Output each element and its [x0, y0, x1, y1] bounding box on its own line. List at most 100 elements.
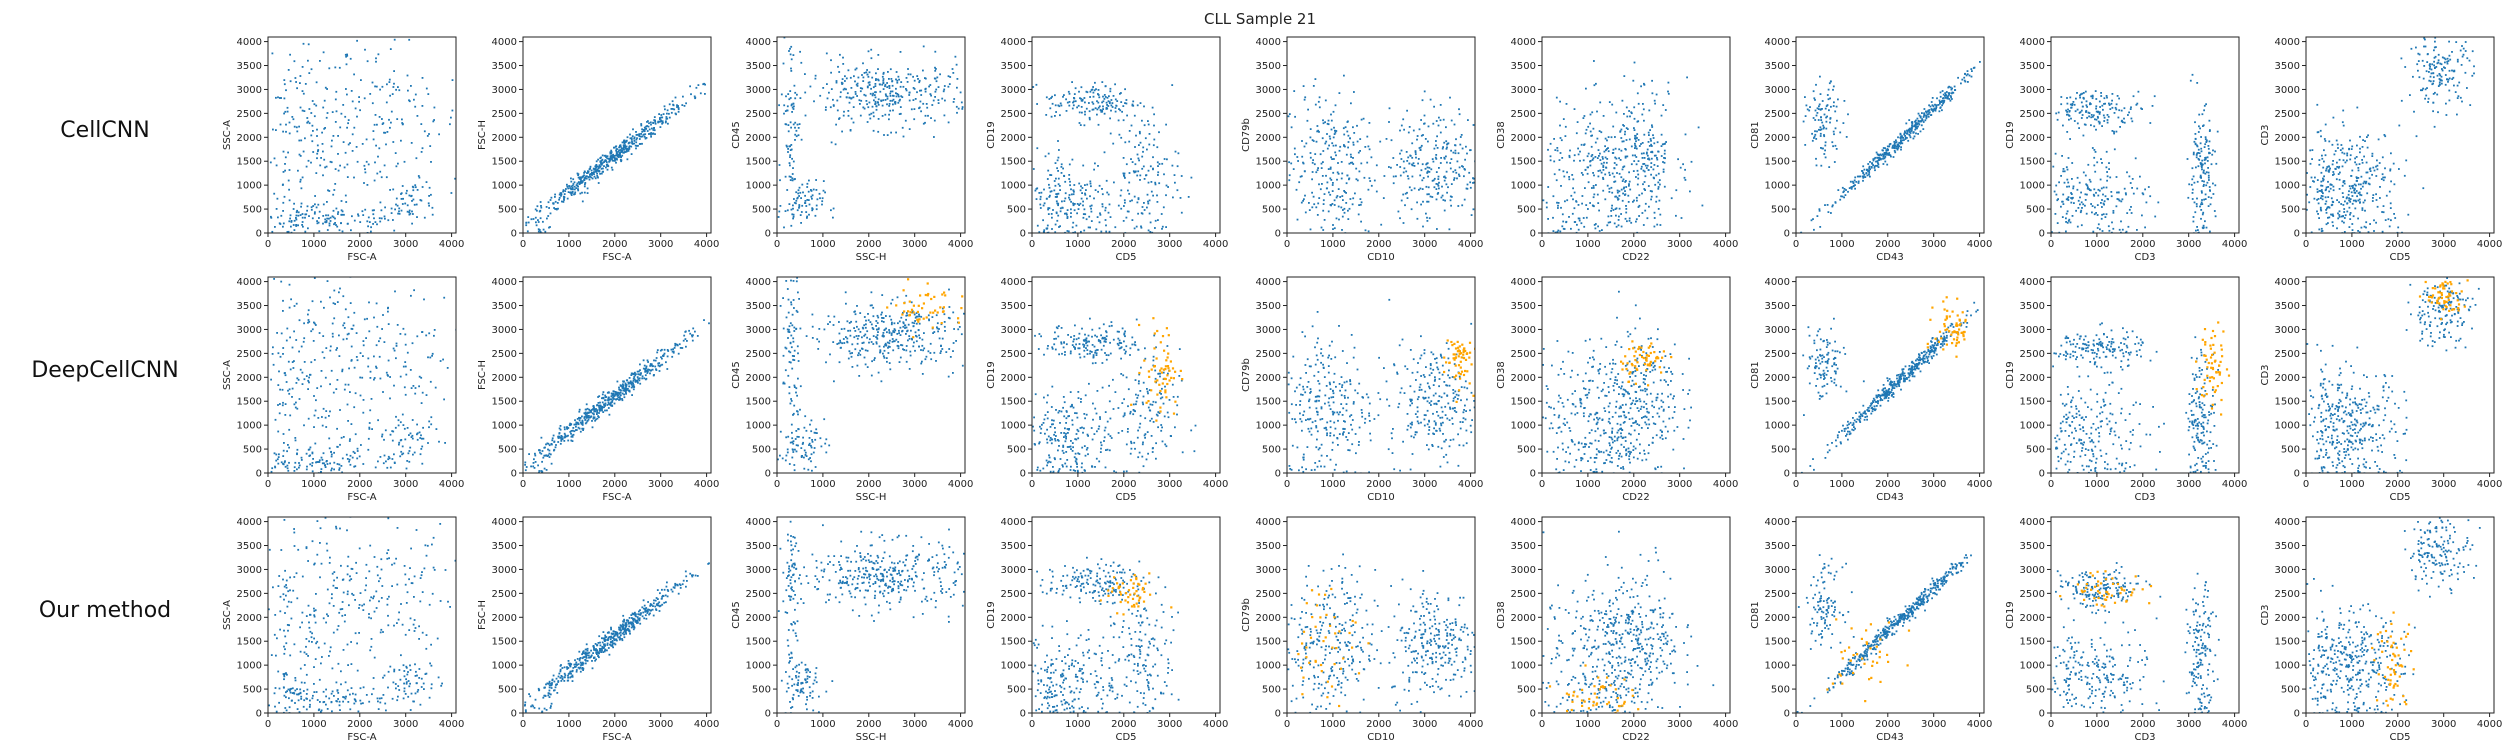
cell-point: [2205, 226, 2208, 229]
cell-point: [1465, 187, 1468, 190]
cell-point: [596, 172, 598, 175]
cell-point: [2117, 198, 2120, 201]
cell-point: [415, 203, 418, 206]
cell-point: [596, 165, 599, 168]
cell-point: [1402, 193, 1405, 196]
cell-point: [788, 175, 791, 178]
cell-point: [1891, 147, 1894, 149]
cell-point: [1329, 166, 1332, 169]
cell-point: [1636, 92, 1639, 95]
cell-point: [1606, 224, 1609, 227]
cell-point: [1449, 199, 1452, 202]
cell-point: [1662, 168, 1665, 171]
cell-point: [2151, 105, 2154, 107]
cell-point: [1835, 105, 1838, 108]
cell-point: [1634, 147, 1636, 149]
cell-point: [571, 192, 574, 194]
cell-point: [1148, 143, 1151, 146]
cell-point: [798, 204, 801, 206]
cell-point: [398, 212, 401, 215]
cell-point: [1433, 105, 1435, 108]
cell-point: [810, 189, 812, 191]
cell-point: [414, 105, 417, 108]
x-axis-label: SSC-H: [856, 252, 887, 263]
cell-point: [924, 77, 927, 80]
cell-point: [293, 202, 295, 205]
cell-point: [1434, 156, 1437, 159]
cell-point: [2433, 60, 2435, 63]
panel-r0-c2: 0 1000 2000 3000 400005001000150020002500300…: [731, 36, 973, 263]
axes-frame: [1795, 36, 1985, 234]
cell-point: [1825, 127, 1828, 130]
cell-point: [870, 57, 873, 60]
cell-point: [1600, 171, 1603, 174]
cell-point: [1826, 104, 1829, 106]
cell-point: [571, 184, 574, 187]
cell-point: [346, 163, 349, 166]
cell-point: [2207, 176, 2210, 179]
cell-point: [1606, 184, 1609, 187]
cell-point: [377, 53, 380, 56]
cell-point: [1584, 169, 1587, 171]
cell-point: [2389, 207, 2392, 209]
cell-point: [1657, 186, 1660, 188]
cell-point: [2362, 201, 2365, 204]
cell-point: [1383, 175, 1386, 177]
cell-point: [631, 143, 634, 145]
cell-point: [1092, 108, 1095, 111]
cell-point: [2404, 66, 2407, 68]
cell-point: [909, 73, 912, 76]
cell-point: [297, 169, 299, 172]
cell-point: [924, 121, 926, 124]
cell-point: [1811, 132, 1813, 135]
cell-point: [2075, 97, 2077, 100]
cell-point: [577, 176, 580, 179]
cell-point: [1650, 143, 1652, 146]
cell-point: [2192, 153, 2195, 156]
cell-point: [1608, 187, 1611, 190]
cell-point: [624, 145, 627, 148]
cell-point: [1432, 179, 1435, 182]
cell-point: [649, 121, 652, 124]
cell-point: [876, 101, 879, 103]
cell-point: [2212, 149, 2214, 152]
cell-point: [1357, 213, 1360, 216]
cell-point: [1293, 90, 1296, 92]
points-r0-c8: [2306, 37, 2475, 233]
y-tick-label: 3500: [1765, 61, 1790, 72]
cell-point: [2428, 67, 2431, 70]
cell-point: [1088, 110, 1091, 113]
cell-point: [793, 201, 796, 204]
cell-point: [428, 133, 430, 135]
cell-point: [2065, 217, 2067, 220]
cell-point: [784, 175, 787, 178]
cell-point: [2202, 211, 2205, 214]
cell-point: [2434, 55, 2437, 58]
cell-point: [2349, 212, 2352, 214]
cell-point: [1627, 194, 1630, 197]
cell-point: [312, 151, 315, 153]
cell-point: [2384, 219, 2387, 221]
cell-point: [411, 222, 413, 225]
cell-point: [1304, 211, 1307, 214]
y-tick-label: 2000: [2020, 133, 2045, 144]
cell-point: [302, 92, 305, 95]
cell-point: [367, 163, 370, 166]
cell-point: [1649, 129, 1651, 131]
cell-point: [1556, 231, 1559, 233]
cell-point: [1830, 212, 1832, 214]
cell-point: [1662, 104, 1665, 106]
cell-point: [1470, 214, 1473, 216]
cell-point: [1819, 132, 1822, 135]
cell-point: [792, 54, 795, 56]
cell-point: [798, 123, 801, 125]
cell-point: [784, 210, 787, 212]
cell-point: [1349, 153, 1352, 156]
cell-point: [2335, 139, 2338, 142]
cell-point: [622, 148, 625, 151]
cell-point: [415, 157, 418, 160]
cell-point: [372, 223, 374, 225]
cell-point: [1628, 138, 1631, 141]
cell-point: [1078, 111, 1081, 114]
cell-point: [889, 90, 892, 93]
